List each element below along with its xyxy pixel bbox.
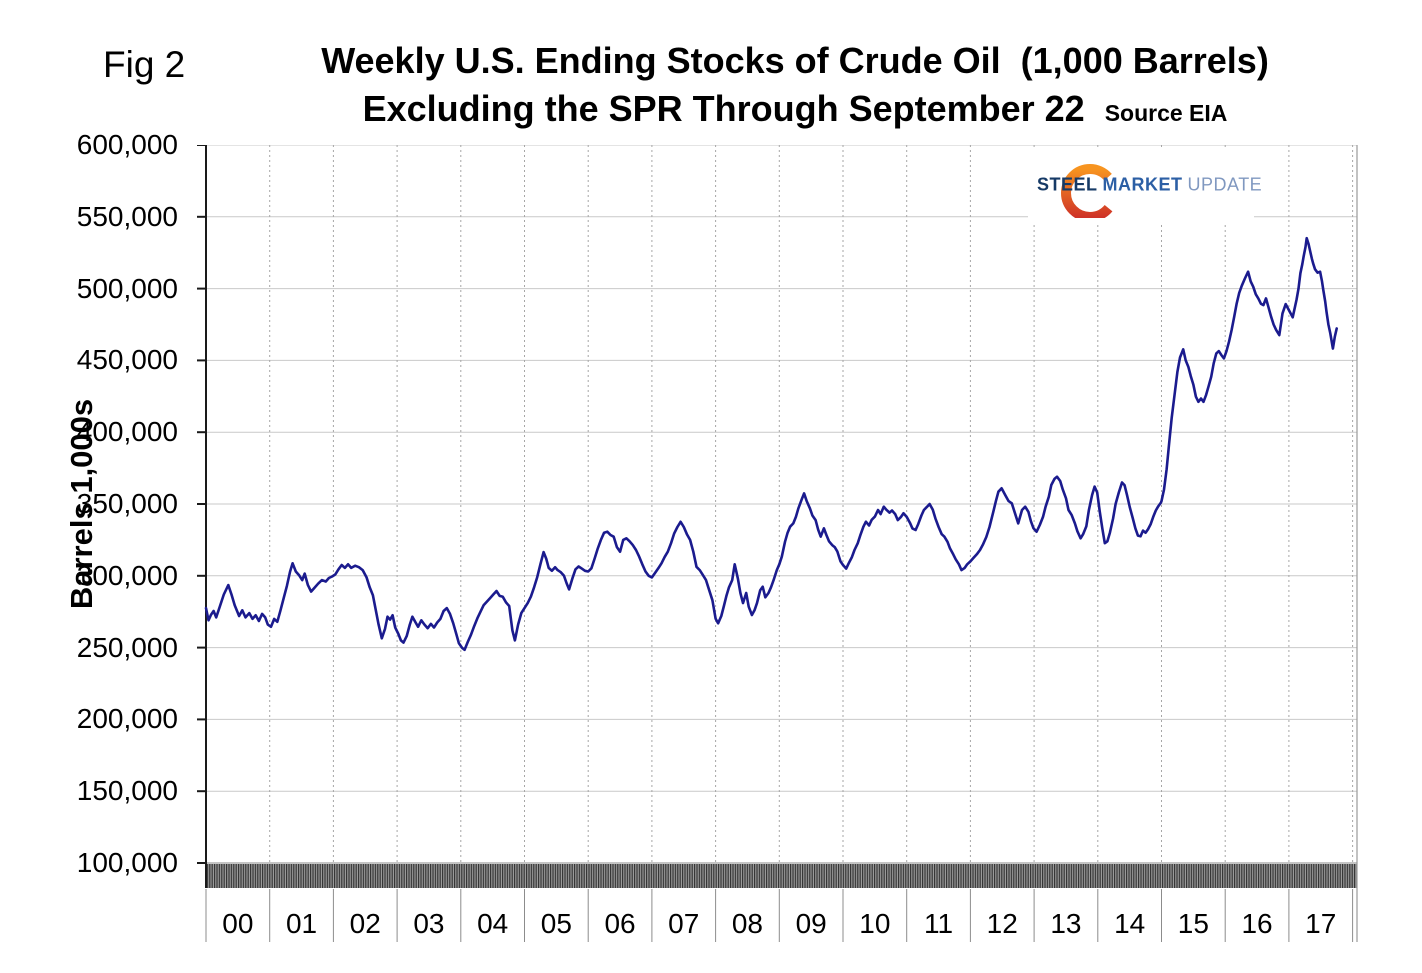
weekly-tick-hatch-band (206, 864, 1357, 888)
x-axis-year-label: 06 (604, 908, 636, 939)
source-label: Source EIA (1104, 100, 1228, 126)
y-axis-tick-label: 450,000 (76, 344, 178, 376)
gridlines (206, 145, 1357, 864)
x-axis-year-label: 12 (986, 908, 1018, 939)
chart-title-line2-row: Excluding the SPR Through September 22 S… (200, 88, 1390, 130)
y-axis-tick-label: 150,000 (76, 775, 178, 807)
chart-title-line1: Weekly U.S. Ending Stocks of Crude Oil (… (321, 40, 1269, 81)
x-axis-year-label: 11 (923, 908, 954, 939)
logo-word-market: MARKET (1102, 174, 1183, 195)
x-axis-year-label: 01 (285, 908, 318, 939)
x-axis-year-label: 02 (349, 908, 381, 939)
x-axis-year-label: 03 (413, 908, 445, 939)
y-axis-tick-label: 600,000 (76, 129, 178, 160)
y-axis-tick-label: 350,000 (76, 488, 178, 519)
x-axis-year-label: 08 (731, 908, 764, 939)
y-axis-tick-label: 100,000 (76, 847, 178, 878)
x-axis-year-label: 04 (477, 908, 509, 939)
y-axis-tick-label: 400,000 (76, 416, 178, 448)
chart-title-line2: Excluding the SPR Through September 22 (362, 88, 1085, 129)
logo-word-steel: STEEL (1037, 174, 1098, 195)
steel-market-update-logo: STEEL MARKET UPDATE (1028, 148, 1262, 222)
axes (197, 145, 1358, 942)
figure-number: Fig 2 (103, 44, 186, 85)
y-axis-tick-label: 200,000 (76, 703, 178, 735)
y-axis-tick-label: 550,000 (76, 200, 178, 232)
crude-oil-stocks-chart (197, 145, 1358, 942)
logo-word-update: UPDATE (1187, 174, 1263, 195)
y-axis-tick-label: 500,000 (76, 272, 178, 304)
x-axis-year-label: 14 (1114, 908, 1146, 939)
y-axis-tick-label: 250,000 (76, 631, 178, 663)
x-axis-year-label: 07 (668, 908, 700, 939)
x-axis-year-label: 13 (1050, 908, 1082, 939)
x-axis-year-label: 16 (1241, 908, 1273, 939)
x-axis-year-label: 15 (1177, 908, 1209, 939)
chart-title-block: Weekly U.S. Ending Stocks of Crude Oil (… (200, 40, 1390, 130)
x-axis-year-label: 09 (795, 908, 827, 939)
crude-stocks-line (204, 236, 1338, 652)
logo-text: STEEL MARKET UPDATE (1037, 175, 1262, 196)
x-axis-year-label: 10 (859, 908, 891, 939)
x-axis-year-label: 05 (540, 908, 572, 939)
logo-crescent-icon (1061, 164, 1119, 218)
x-axis-year-label: 00 (222, 908, 254, 939)
y-axis-tick-label: 300,000 (76, 559, 178, 591)
x-axis-year-label: 17 (1305, 908, 1337, 939)
